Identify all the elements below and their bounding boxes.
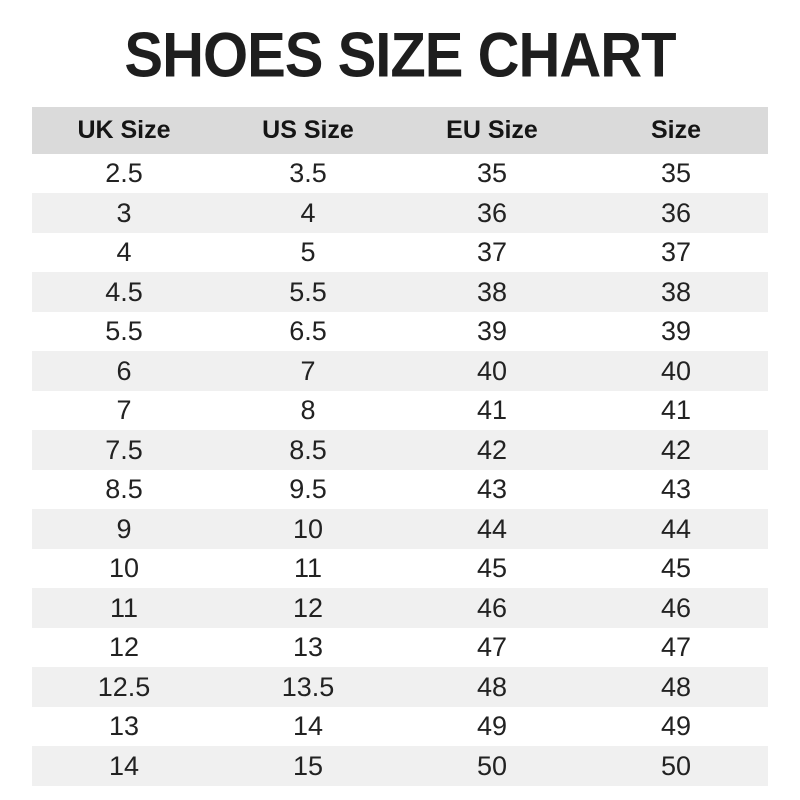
table-cell: 13.5	[281, 671, 335, 702]
table-cell: 14	[292, 711, 324, 742]
table-row: 4 5 37 37	[32, 232, 768, 273]
table-cell: 40	[660, 355, 692, 386]
table-head: UK Size US Size EU Size Size	[32, 106, 768, 154]
table-cell: 44	[476, 513, 508, 544]
table-cell: 44	[660, 513, 692, 544]
table-cell: 4.5	[105, 276, 143, 307]
table-cell: 4	[116, 237, 132, 268]
table-row: 12 13 47 47	[32, 627, 768, 668]
table-cell: 42	[476, 434, 508, 465]
table-cell: 43	[660, 474, 692, 505]
table-cell: 7.5	[105, 434, 143, 465]
table-cell: 45	[476, 553, 508, 584]
table-cell: 8	[300, 395, 316, 426]
table-cell: 40	[476, 355, 508, 386]
table-cell: 9.5	[289, 474, 327, 505]
table-cell: 39	[476, 316, 508, 347]
table-row: 11 12 46 46	[32, 588, 768, 628]
column-header: EU Size	[400, 106, 584, 154]
table-cell: 13	[292, 632, 324, 663]
table-row: 5.5 6.5 39 39	[32, 311, 768, 352]
table-cell: 38	[660, 276, 692, 307]
table-cell: 39	[660, 316, 692, 347]
table-cell: 10	[292, 513, 324, 544]
table-cell: 47	[660, 632, 692, 663]
table-cell: 15	[292, 750, 324, 781]
table-cell: 49	[660, 711, 692, 742]
table-cell: 11	[293, 553, 323, 584]
table-cell: 6	[116, 355, 132, 386]
table-cell: 12	[108, 632, 140, 663]
table-header-row: UK Size US Size EU Size Size	[32, 106, 768, 154]
table-cell: 50	[660, 750, 692, 781]
table-cell: 13	[108, 711, 140, 742]
table-cell: 8.5	[105, 474, 143, 505]
table-cell: 14	[108, 750, 140, 781]
table-cell: 5.5	[105, 316, 143, 347]
table-cell: 10	[108, 553, 140, 584]
table-cell: 46	[476, 592, 508, 623]
table-row: 6 7 40 40	[32, 351, 768, 391]
table-cell: 4	[300, 197, 316, 228]
table-cell: 46	[660, 592, 692, 623]
table-row: 13 14 49 49	[32, 706, 768, 747]
table-row: 9 10 44 44	[32, 509, 768, 549]
size-chart: UK Size US Size EU Size Size 2.5 3.5 35 35 3 4 36…	[32, 106, 768, 786]
table-cell: 41	[660, 395, 692, 426]
table-row: 14 15 50 50	[32, 746, 768, 786]
table-row: 7.5 8.5 42 42	[32, 430, 768, 470]
table-cell: 48	[660, 671, 692, 702]
table-cell: 7	[300, 355, 316, 386]
table-cell: 5.5	[289, 276, 327, 307]
table-cell: 35	[476, 158, 508, 189]
table-cell: 3	[116, 197, 132, 228]
column-header: US Size	[216, 106, 400, 154]
table-cell: 9	[116, 513, 132, 544]
table-row: 7 8 41 41	[32, 390, 768, 431]
table-cell: 11	[109, 592, 139, 623]
table-cell: 49	[476, 711, 508, 742]
table-cell: 8.5	[289, 434, 327, 465]
table-cell: 7	[116, 395, 132, 426]
table-row: 8.5 9.5 43 43	[32, 469, 768, 510]
table-cell: 41	[476, 395, 508, 426]
table-cell: 6.5	[289, 316, 327, 347]
table-body: 2.5 3.5 35 35 3 4 36 36 4 5 37 37 4.5 5.5 38 38 5.5 6.5 39…	[32, 153, 768, 786]
size-chart-table: UK Size US Size EU Size Size 2.5 3.5 35 35 3 4 36…	[32, 106, 768, 786]
table-row: 4.5 5.5 38 38	[32, 272, 768, 312]
table-cell: 45	[660, 553, 692, 584]
table-cell: 36	[476, 197, 508, 228]
table-cell: 42	[660, 434, 692, 465]
table-cell: 12.5	[97, 671, 151, 702]
table-cell: 36	[660, 197, 692, 228]
table-cell: 48	[476, 671, 508, 702]
table-cell: 37	[660, 237, 692, 268]
column-header: Size	[584, 106, 768, 154]
table-cell: 38	[476, 276, 508, 307]
table-cell: 2.5	[105, 158, 143, 189]
table-cell: 12	[292, 592, 324, 623]
page-title: SHOES SIZE CHART	[124, 20, 676, 91]
table-row: 12.5 13.5 48 48	[32, 667, 768, 707]
table-cell: 50	[476, 750, 508, 781]
table-cell: 35	[660, 158, 692, 189]
table-cell: 5	[300, 237, 316, 268]
table-row: 2.5 3.5 35 35	[32, 153, 768, 194]
table-cell: 37	[476, 237, 508, 268]
table-cell: 3.5	[289, 158, 327, 189]
table-cell: 43	[476, 474, 508, 505]
table-row: 3 4 36 36	[32, 193, 768, 233]
table-cell: 47	[476, 632, 508, 663]
column-header: UK Size	[32, 106, 216, 154]
table-row: 10 11 45 45	[32, 548, 768, 589]
